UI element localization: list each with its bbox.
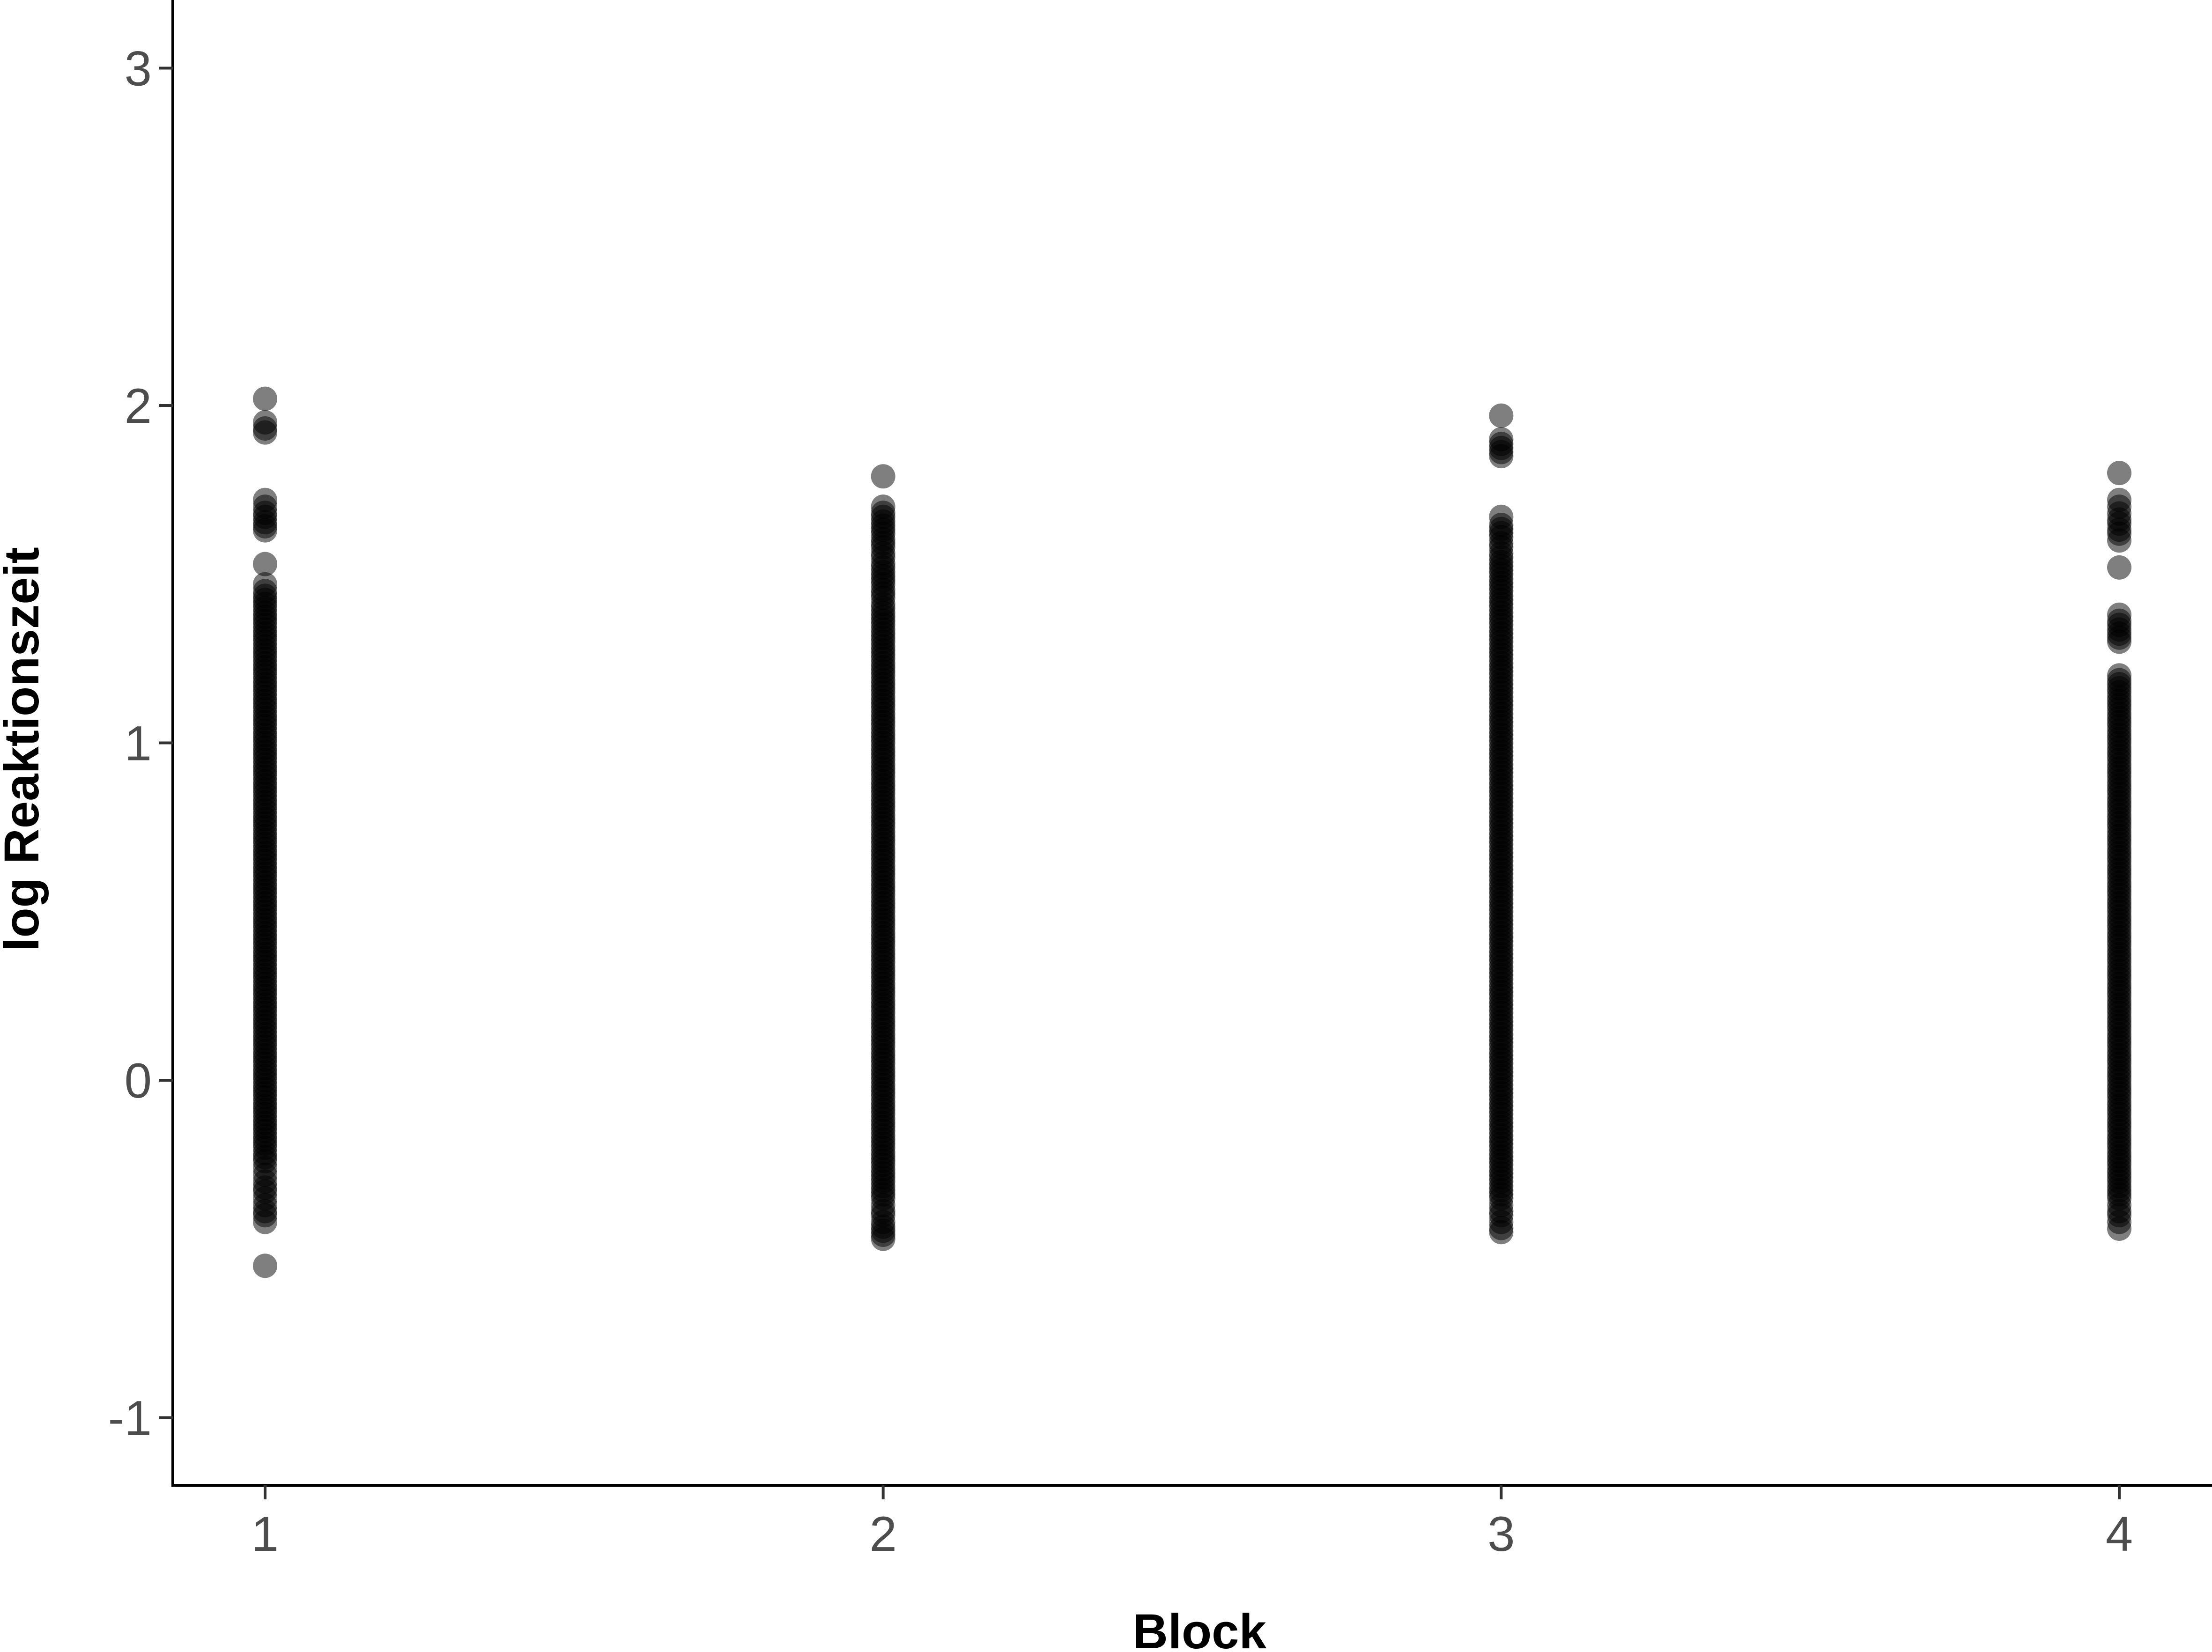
data-point <box>253 386 277 411</box>
x-tick-label: 1 <box>252 1507 279 1562</box>
y-tick-label: 0 <box>125 1054 152 1108</box>
data-point <box>1489 504 1514 529</box>
data-point <box>871 494 895 519</box>
data-point <box>253 552 277 576</box>
y-tick-label: 3 <box>125 42 152 96</box>
y-axis-title: log Reaktionszeit <box>0 547 49 951</box>
x-ticks-layer: 1 2 3 4 <box>252 1485 2133 1562</box>
data-point <box>871 464 895 489</box>
data-point <box>2107 555 2132 580</box>
data-point <box>2107 487 2132 512</box>
x-tick-label: 3 <box>1487 1507 1515 1562</box>
x-tick-label: 2 <box>869 1507 896 1562</box>
data-point <box>253 487 277 512</box>
y-tick-label: -1 <box>108 1391 152 1446</box>
data-point <box>1489 403 1514 428</box>
data-point <box>2107 602 2132 627</box>
points-layer <box>253 386 2132 1278</box>
axes-layer <box>171 0 2212 1487</box>
data-point <box>253 410 277 435</box>
x-axis-title: Block <box>1132 1604 1267 1652</box>
data-point <box>1489 427 1514 452</box>
data-point <box>253 1254 277 1278</box>
y-tick-label: 2 <box>125 379 152 434</box>
x-tick-label: 4 <box>2106 1507 2133 1562</box>
data-point <box>2107 461 2132 486</box>
data-point <box>2107 663 2132 688</box>
y-ticks-layer: -1 0 1 2 3 <box>108 42 173 1446</box>
data-point <box>253 572 277 597</box>
y-tick-label: 1 <box>125 716 152 771</box>
